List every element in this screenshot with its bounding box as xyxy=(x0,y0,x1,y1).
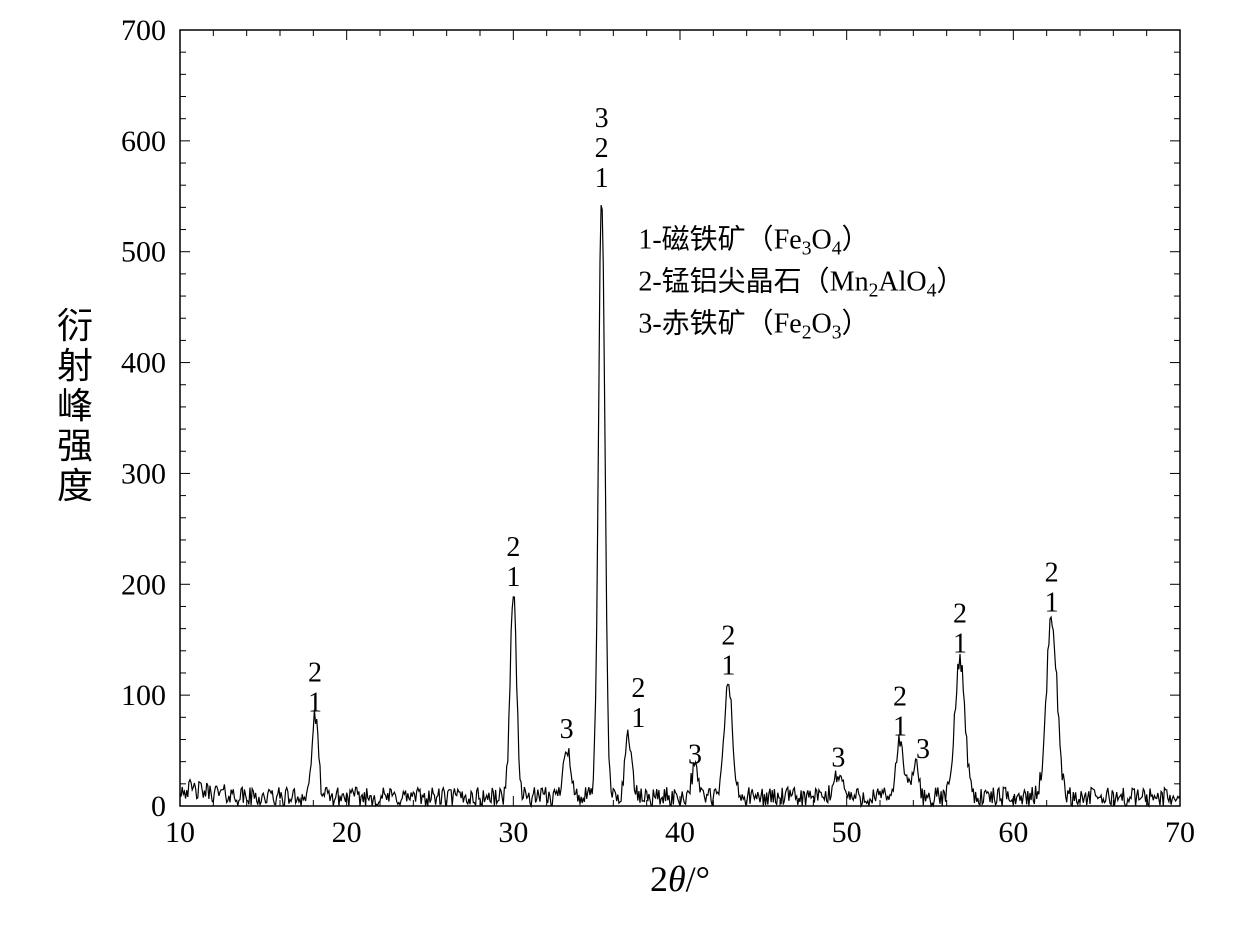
x-tick-label: 20 xyxy=(332,816,362,849)
peak-label: 2 xyxy=(595,133,609,164)
peak-label: 1 xyxy=(953,629,967,660)
legend-item: 1-磁铁矿（Fe3O4） xyxy=(638,224,869,260)
peak-label: 3 xyxy=(916,734,930,765)
y-tick-label: 700 xyxy=(121,14,166,47)
x-tick-label: 40 xyxy=(665,816,695,849)
x-axis-label: 2θ/° xyxy=(650,859,710,899)
peak-label: 2 xyxy=(953,599,967,630)
peak-label: 1 xyxy=(595,163,609,194)
peak-label: 1 xyxy=(893,712,907,743)
peak-label: 1 xyxy=(721,651,735,682)
legend-item: 3-赤铁矿（Fe2O3） xyxy=(638,308,869,344)
peak-label: 2 xyxy=(506,532,520,563)
peak-label: 1 xyxy=(631,703,645,734)
peak-label: 1 xyxy=(308,687,322,718)
x-tick-label: 70 xyxy=(1165,816,1195,849)
y-axis-label: 射 xyxy=(57,346,93,386)
y-axis-label: 度 xyxy=(57,466,93,506)
peak-label: 2 xyxy=(308,657,322,688)
peak-label: 2 xyxy=(631,673,645,704)
x-tick-label: 30 xyxy=(498,816,528,849)
peak-label: 3 xyxy=(560,714,574,745)
peak-label: 1 xyxy=(1045,588,1059,619)
y-axis-label: 衍 xyxy=(57,306,93,346)
peak-label: 2 xyxy=(893,682,907,713)
legend-item: 2-锰铝尖晶石（Mn2AlO4） xyxy=(638,266,964,302)
x-tick-label: 60 xyxy=(998,816,1028,849)
y-tick-label: 0 xyxy=(151,790,166,823)
peak-label: 3 xyxy=(688,739,702,770)
peak-label: 3 xyxy=(831,743,845,774)
y-tick-label: 500 xyxy=(121,236,166,269)
y-tick-label: 100 xyxy=(121,679,166,712)
x-tick-label: 10 xyxy=(165,816,195,849)
peak-label: 2 xyxy=(721,621,735,652)
y-tick-label: 300 xyxy=(121,457,166,490)
peak-label: 2 xyxy=(1045,558,1059,589)
y-axis-label: 峰 xyxy=(57,386,93,426)
x-tick-label: 50 xyxy=(832,816,862,849)
y-tick-label: 400 xyxy=(121,347,166,380)
y-tick-label: 200 xyxy=(121,568,166,601)
peak-label: 1 xyxy=(506,562,520,593)
plot-frame xyxy=(180,30,1180,806)
y-axis-label: 强 xyxy=(57,426,93,466)
y-tick-label: 600 xyxy=(121,125,166,158)
peak-label: 3 xyxy=(595,103,609,134)
